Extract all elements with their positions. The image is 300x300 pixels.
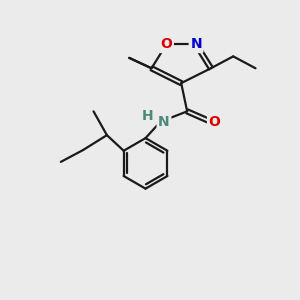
Text: O: O <box>160 38 172 52</box>
Text: N: N <box>158 115 170 129</box>
Text: H: H <box>142 110 154 123</box>
Text: N: N <box>190 38 202 52</box>
Text: O: O <box>208 115 220 129</box>
